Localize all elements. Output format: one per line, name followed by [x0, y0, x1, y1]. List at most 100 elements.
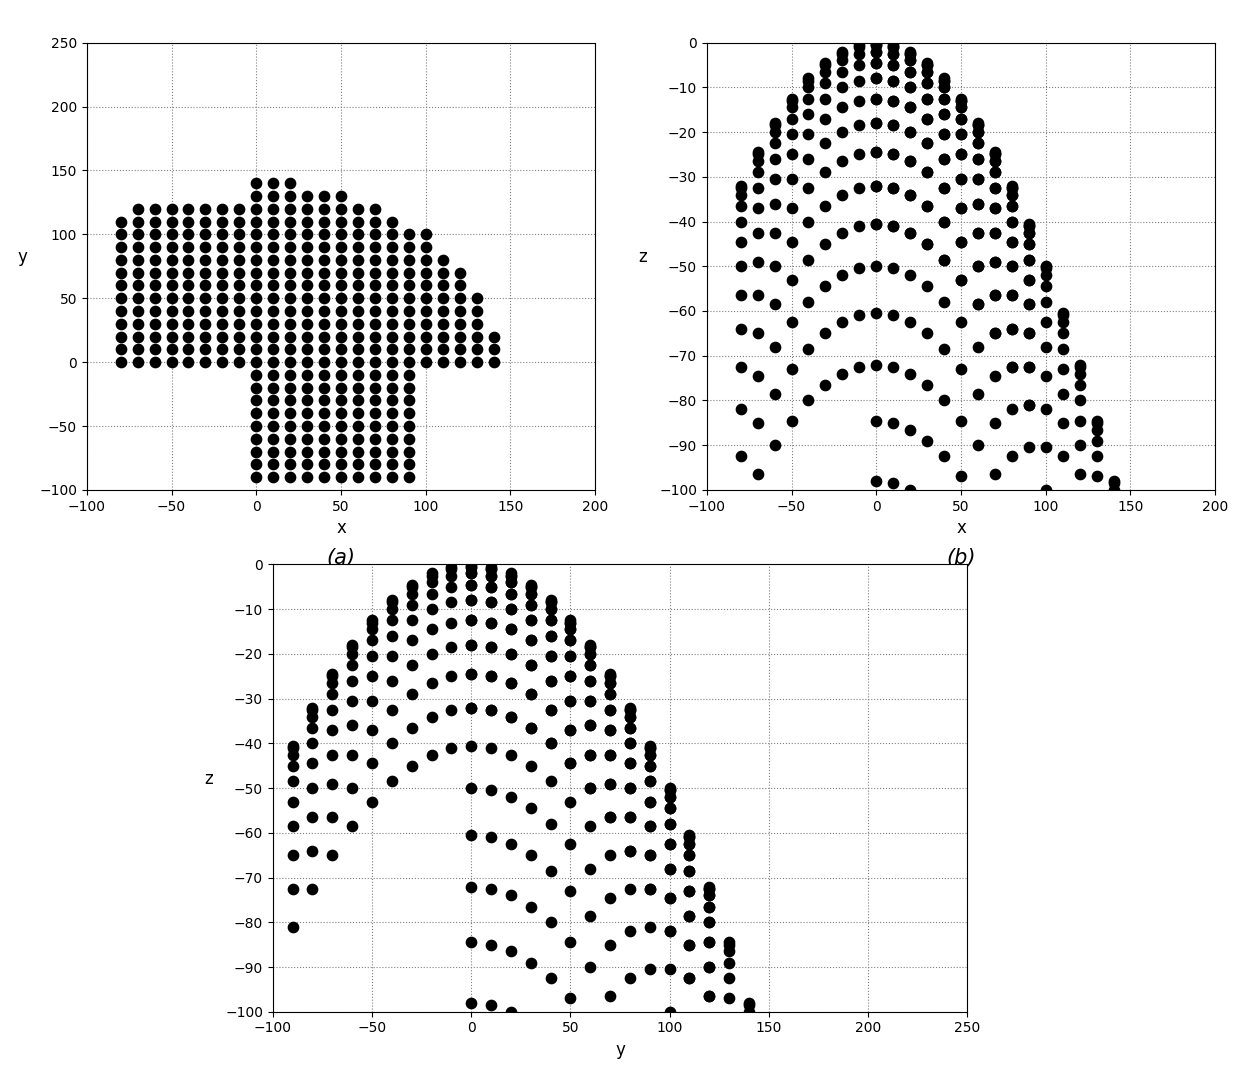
- Point: [560, 721, 580, 738]
- Point: [867, 144, 887, 161]
- Point: [382, 213, 402, 230]
- Point: [247, 175, 267, 192]
- Point: [600, 746, 620, 763]
- Point: [1035, 481, 1055, 498]
- Point: [541, 702, 560, 719]
- Point: [699, 887, 719, 904]
- Point: [900, 186, 920, 203]
- Point: [263, 341, 283, 358]
- Point: [719, 934, 739, 951]
- Point: [541, 601, 560, 618]
- Point: [450, 315, 470, 332]
- Point: [580, 818, 600, 835]
- Point: [247, 213, 267, 230]
- Point: [298, 251, 317, 268]
- Point: [342, 746, 362, 763]
- Point: [1002, 321, 1022, 338]
- Point: [263, 264, 283, 281]
- Point: [298, 469, 317, 486]
- Point: [298, 341, 317, 358]
- Point: [229, 354, 249, 371]
- Point: [560, 615, 580, 632]
- Point: [620, 922, 640, 939]
- Point: [521, 686, 541, 703]
- Point: [441, 639, 461, 656]
- Point: [461, 611, 481, 628]
- Point: [985, 253, 1004, 271]
- Point: [382, 594, 402, 611]
- Point: [1053, 341, 1073, 358]
- Point: [263, 302, 283, 320]
- Point: [867, 34, 887, 51]
- Point: [799, 91, 818, 108]
- Point: [501, 585, 521, 602]
- Point: [600, 721, 620, 738]
- Point: [765, 124, 785, 141]
- Point: [145, 200, 165, 217]
- Point: [934, 91, 954, 108]
- Point: [399, 251, 419, 268]
- Point: [1053, 325, 1073, 342]
- Point: [322, 808, 342, 825]
- Point: [382, 277, 402, 294]
- Point: [399, 443, 419, 460]
- Point: [501, 567, 521, 584]
- Point: [399, 315, 419, 332]
- Point: [461, 576, 481, 593]
- Point: [620, 808, 640, 825]
- Point: [883, 93, 903, 110]
- Point: [640, 739, 660, 756]
- Point: [161, 354, 181, 371]
- Point: [968, 150, 988, 167]
- Point: [799, 126, 818, 143]
- Point: [481, 560, 501, 577]
- Point: [314, 277, 334, 294]
- Point: [1002, 186, 1022, 203]
- Point: [748, 225, 768, 242]
- Point: [280, 251, 300, 268]
- Point: [1002, 213, 1022, 230]
- Point: [263, 290, 283, 307]
- Point: [816, 325, 836, 342]
- Point: [461, 564, 481, 581]
- Point: [620, 842, 640, 859]
- Point: [161, 239, 181, 256]
- Point: [765, 225, 785, 242]
- Point: [781, 412, 801, 429]
- Point: [1035, 260, 1055, 277]
- Point: [179, 251, 198, 268]
- Point: [883, 307, 903, 324]
- Point: [699, 987, 719, 1004]
- Point: [382, 302, 402, 320]
- Point: [1053, 447, 1073, 464]
- Point: [580, 692, 600, 709]
- Point: [280, 405, 300, 422]
- Point: [521, 719, 541, 736]
- Point: [212, 251, 232, 268]
- Point: [560, 621, 580, 638]
- Point: [331, 251, 351, 268]
- Point: [212, 290, 232, 307]
- Point: [461, 558, 481, 575]
- Point: [481, 567, 501, 584]
- Point: [660, 1003, 680, 1020]
- Point: [541, 735, 560, 752]
- Point: [196, 264, 216, 281]
- Point: [422, 621, 441, 638]
- Point: [110, 277, 130, 294]
- Point: [900, 481, 920, 498]
- Point: [968, 437, 988, 454]
- Point: [229, 213, 249, 230]
- Point: [968, 170, 988, 187]
- Point: [699, 880, 719, 897]
- Point: [322, 847, 342, 864]
- Point: [951, 91, 971, 108]
- Point: [521, 611, 541, 628]
- Point: [110, 341, 130, 358]
- Point: [934, 251, 954, 268]
- Point: [918, 110, 937, 127]
- Point: [263, 443, 283, 460]
- Point: [422, 564, 441, 581]
- Point: [263, 187, 283, 204]
- Point: [422, 585, 441, 602]
